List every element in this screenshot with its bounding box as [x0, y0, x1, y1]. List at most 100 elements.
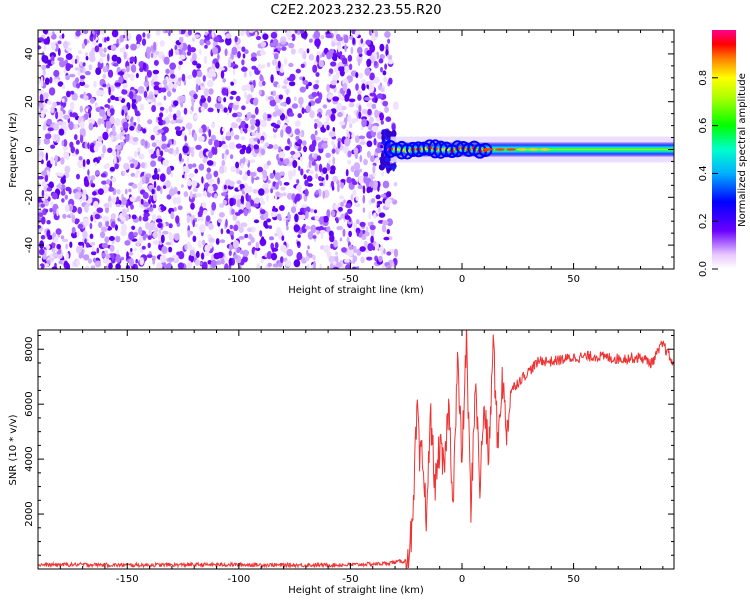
noise-blob — [146, 254, 153, 259]
noise-blob — [140, 162, 146, 169]
noise-blob — [61, 33, 65, 39]
noise-blob — [370, 155, 375, 163]
noise-blob — [153, 85, 159, 91]
noise-blob — [340, 66, 345, 73]
noise-blob — [369, 72, 375, 80]
noise-blob — [316, 51, 322, 56]
noise-blob — [137, 123, 141, 132]
noise-blob — [300, 63, 305, 68]
noise-blob — [146, 70, 152, 78]
noise-blob — [183, 79, 187, 86]
noise-blob — [54, 154, 58, 162]
noise-blob — [86, 158, 91, 165]
noise-blob — [213, 170, 219, 178]
noise-blob — [214, 193, 218, 199]
noise-blob — [350, 46, 354, 55]
noise-blob — [190, 202, 195, 210]
noise-blob — [94, 45, 100, 53]
noise-blob — [102, 83, 107, 88]
noise-blob — [225, 131, 231, 137]
noise-blob — [363, 176, 368, 184]
noise-blob — [225, 149, 230, 156]
noise-blob — [355, 72, 359, 78]
noise-blob — [261, 64, 266, 69]
noise-blob — [141, 38, 147, 46]
noise-blob — [230, 90, 237, 95]
noise-blob — [286, 89, 289, 96]
noise-blob — [94, 213, 101, 220]
noise-blob — [353, 245, 357, 254]
noise-blob — [360, 126, 364, 130]
noise-blob — [108, 262, 113, 269]
noise-blob — [162, 120, 166, 125]
noise-blob — [288, 62, 294, 68]
noise-blob — [281, 235, 285, 241]
noise-blob — [322, 137, 329, 142]
noise-blob — [142, 215, 149, 222]
noise-region — [38, 30, 399, 269]
noise-blob — [270, 74, 274, 83]
noise-blob — [273, 53, 279, 60]
noise-blob — [88, 108, 91, 116]
noise-blob — [174, 126, 181, 131]
noise-blob — [205, 215, 211, 222]
noise-blob — [203, 209, 208, 215]
noise-blob — [153, 193, 157, 202]
noise-blob — [70, 90, 75, 95]
noise-blob — [271, 90, 277, 97]
noise-blob — [90, 251, 97, 256]
noise-blob — [149, 195, 152, 201]
noise-blob — [119, 47, 123, 52]
noise-blob — [38, 89, 44, 94]
noise-blob — [319, 229, 326, 234]
noise-blob — [350, 194, 354, 201]
noise-blob — [208, 88, 214, 95]
noise-blob — [377, 206, 381, 214]
noise-blob — [325, 33, 333, 39]
noise-blob — [232, 239, 240, 249]
noise-blob — [293, 259, 301, 268]
noise-blob — [87, 175, 91, 181]
noise-blob — [122, 171, 126, 176]
noise-blob — [258, 89, 262, 96]
noise-blob — [168, 223, 173, 229]
noise-blob — [115, 263, 121, 269]
noise-blob — [332, 260, 337, 266]
noise-blob — [46, 118, 52, 126]
noise-blob — [146, 46, 152, 55]
noise-blob — [374, 97, 378, 104]
noise-blob — [40, 98, 44, 104]
noise-blob — [194, 218, 198, 223]
noise-blob — [241, 30, 247, 35]
noise-blob — [204, 31, 208, 36]
noise-blob — [362, 185, 366, 194]
noise-blob — [78, 156, 83, 161]
noise-blob — [335, 33, 341, 41]
noise-blob — [88, 64, 93, 71]
noise-blob — [175, 146, 180, 155]
noise-blob — [377, 186, 380, 192]
noise-blob — [214, 103, 221, 109]
noise-blob — [138, 153, 145, 160]
colorbar-tick-label: 0.2 — [698, 213, 709, 229]
noise-blob — [275, 191, 281, 197]
noise-blob — [44, 174, 49, 183]
noise-blob — [74, 67, 81, 71]
noise-blob — [152, 69, 160, 75]
noise-blob — [57, 110, 64, 119]
noise-blob — [286, 248, 294, 257]
noise-blob — [168, 113, 173, 119]
noise-blob — [364, 231, 370, 237]
noise-blob — [381, 131, 385, 135]
noise-blob — [228, 250, 232, 256]
noise-blob — [181, 158, 184, 163]
noise-blob — [145, 140, 148, 148]
noise-blob — [355, 219, 360, 225]
noise-blob — [130, 248, 133, 252]
noise-blob — [138, 215, 142, 222]
noise-blob — [89, 50, 95, 59]
noise-blob — [241, 46, 246, 52]
noise-blob — [366, 140, 373, 148]
noise-blob — [77, 69, 81, 76]
noise-blob — [254, 197, 260, 204]
